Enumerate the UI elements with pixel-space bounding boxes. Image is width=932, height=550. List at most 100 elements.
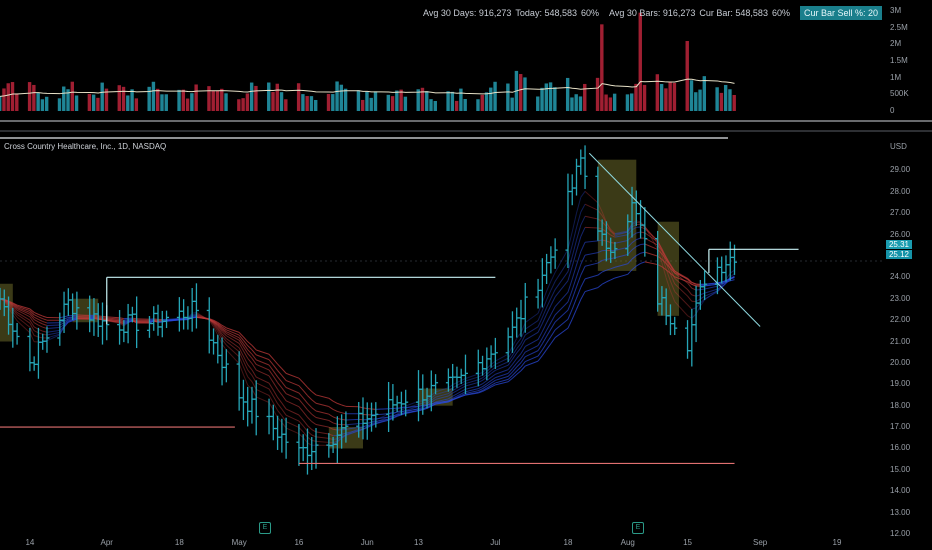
ma-ribbon-segment bbox=[332, 400, 338, 404]
ma-ribbon-segment bbox=[537, 317, 543, 327]
ma-ribbon-segment bbox=[221, 329, 227, 334]
ma-ribbon-segment bbox=[695, 305, 701, 315]
ma-ribbon-segment bbox=[341, 434, 347, 438]
ma-ribbon-segment bbox=[397, 413, 402, 416]
ma-ribbon-segment bbox=[661, 262, 667, 279]
ma-ribbon-segment bbox=[704, 291, 718, 300]
ma-ribbon-segment bbox=[16, 304, 31, 310]
ma-ribbon-segment bbox=[63, 318, 69, 322]
date-tick-label: 14 bbox=[25, 538, 35, 547]
ma-ribbon-segment bbox=[435, 393, 449, 398]
ma-ribbon-segment bbox=[516, 366, 522, 372]
volume-bar bbox=[425, 91, 429, 111]
ma-ribbon-segment bbox=[541, 342, 548, 351]
ma-ribbon-segment bbox=[482, 376, 488, 381]
ma-ribbon-segment bbox=[333, 428, 338, 431]
ma-ribbon-segment bbox=[277, 410, 283, 417]
ma-ribbon-segment bbox=[213, 321, 219, 325]
price-tick-label: 13.00 bbox=[890, 507, 911, 517]
volume-bar bbox=[715, 87, 719, 111]
ma-ribbon-segment bbox=[315, 440, 329, 443]
ma-ribbon-segment bbox=[452, 390, 458, 394]
price-tick-label: 24.00 bbox=[890, 272, 911, 282]
ma-ribbon-segment bbox=[401, 407, 406, 411]
ma-ribbon-segment bbox=[465, 390, 479, 394]
ma-ribbon-segment bbox=[337, 436, 342, 440]
ma-ribbon-segment bbox=[520, 356, 526, 363]
ma-ribbon-segment bbox=[251, 369, 257, 378]
ma-ribbon-segment bbox=[452, 393, 458, 397]
earnings-icon[interactable]: E bbox=[632, 522, 644, 534]
ma-ribbon-segment bbox=[584, 287, 599, 293]
volume-bar bbox=[335, 81, 339, 111]
volume-bar bbox=[659, 83, 664, 111]
ma-ribbon-segment bbox=[627, 229, 633, 236]
ma-ribbon-segment bbox=[576, 211, 582, 228]
ma-ribbon-segment bbox=[516, 342, 522, 350]
ma-ribbon-segment bbox=[687, 315, 693, 319]
ma-ribbon-segment bbox=[298, 385, 304, 391]
volume-bar bbox=[642, 84, 647, 111]
ma-ribbon-segment bbox=[520, 361, 526, 368]
ma-ribbon-segment bbox=[546, 343, 552, 350]
date-tick-label: 18 bbox=[563, 538, 573, 547]
avg-30-bars-label: Avg 30 Bars: 916,273 bbox=[609, 8, 696, 18]
volume-bar bbox=[32, 84, 36, 111]
volume-bar bbox=[416, 89, 420, 111]
ma-ribbon-segment bbox=[478, 390, 483, 394]
ma-ribbon-segment bbox=[238, 337, 244, 344]
ma-ribbon-segment bbox=[272, 409, 279, 418]
ma-ribbon-segment bbox=[247, 364, 253, 371]
ma-ribbon-segment bbox=[537, 331, 543, 340]
ma-ribbon-segment bbox=[725, 278, 731, 282]
ma-ribbon-segment bbox=[576, 287, 582, 299]
ma-ribbon-segment bbox=[465, 381, 479, 387]
ma-ribbon-segment bbox=[669, 280, 676, 292]
ma-ribbon-segment bbox=[102, 315, 107, 318]
volume-bar bbox=[6, 83, 10, 111]
volume-bar bbox=[156, 88, 160, 111]
ma-ribbon-segment bbox=[251, 363, 257, 371]
ma-ribbon-segment bbox=[119, 320, 124, 324]
ma-ribbon-segment bbox=[525, 360, 539, 367]
ma-ribbon-segment bbox=[277, 376, 283, 383]
ma-ribbon-segment bbox=[332, 408, 338, 412]
ma-ribbon-segment bbox=[516, 362, 522, 368]
ma-ribbon-segment bbox=[516, 347, 522, 354]
ma-ribbon-segment bbox=[520, 328, 526, 339]
ma-ribbon-segment bbox=[106, 317, 120, 320]
ma-ribbon-segment bbox=[268, 364, 274, 372]
ma-ribbon-segment bbox=[516, 338, 522, 345]
ma-ribbon-segment bbox=[42, 330, 48, 333]
ma-ribbon-segment bbox=[272, 358, 278, 365]
price-tick-label: 16.00 bbox=[890, 443, 911, 453]
today-pct-label: 60% bbox=[580, 8, 599, 18]
ma-ribbon-segment bbox=[435, 400, 449, 404]
volume-bar bbox=[343, 88, 348, 111]
price-tick-label: 12.00 bbox=[890, 529, 911, 538]
ma-ribbon-segment bbox=[717, 287, 723, 293]
ma-ribbon-segment bbox=[546, 290, 552, 301]
volume-bar bbox=[484, 92, 489, 111]
ma-ribbon-segment bbox=[16, 305, 31, 312]
date-tick-label: May bbox=[231, 538, 247, 547]
ma-ribbon-segment bbox=[341, 432, 347, 435]
ma-ribbon-segment bbox=[29, 314, 35, 320]
ma-ribbon-segment bbox=[585, 226, 598, 229]
volume-bar bbox=[121, 86, 126, 111]
ma-ribbon-segment bbox=[102, 318, 107, 320]
ma-ribbon-segment bbox=[631, 232, 637, 237]
ma-ribbon-segment bbox=[576, 251, 582, 266]
volume-bar bbox=[27, 82, 32, 111]
ma-ribbon-segment bbox=[405, 406, 419, 411]
ma-ribbon-segment bbox=[242, 350, 249, 359]
cur-bar-sell-badge[interactable]: Cur Bar Sell %: 20 bbox=[799, 6, 882, 20]
ma-ribbon-segment bbox=[196, 316, 210, 320]
ma-ribbon-segment bbox=[33, 330, 39, 334]
earnings-icon[interactable]: E bbox=[259, 522, 271, 534]
ma-ribbon-segment bbox=[452, 385, 458, 389]
ma-ribbon-segment bbox=[217, 334, 223, 345]
ma-ribbon-segment bbox=[567, 244, 573, 262]
